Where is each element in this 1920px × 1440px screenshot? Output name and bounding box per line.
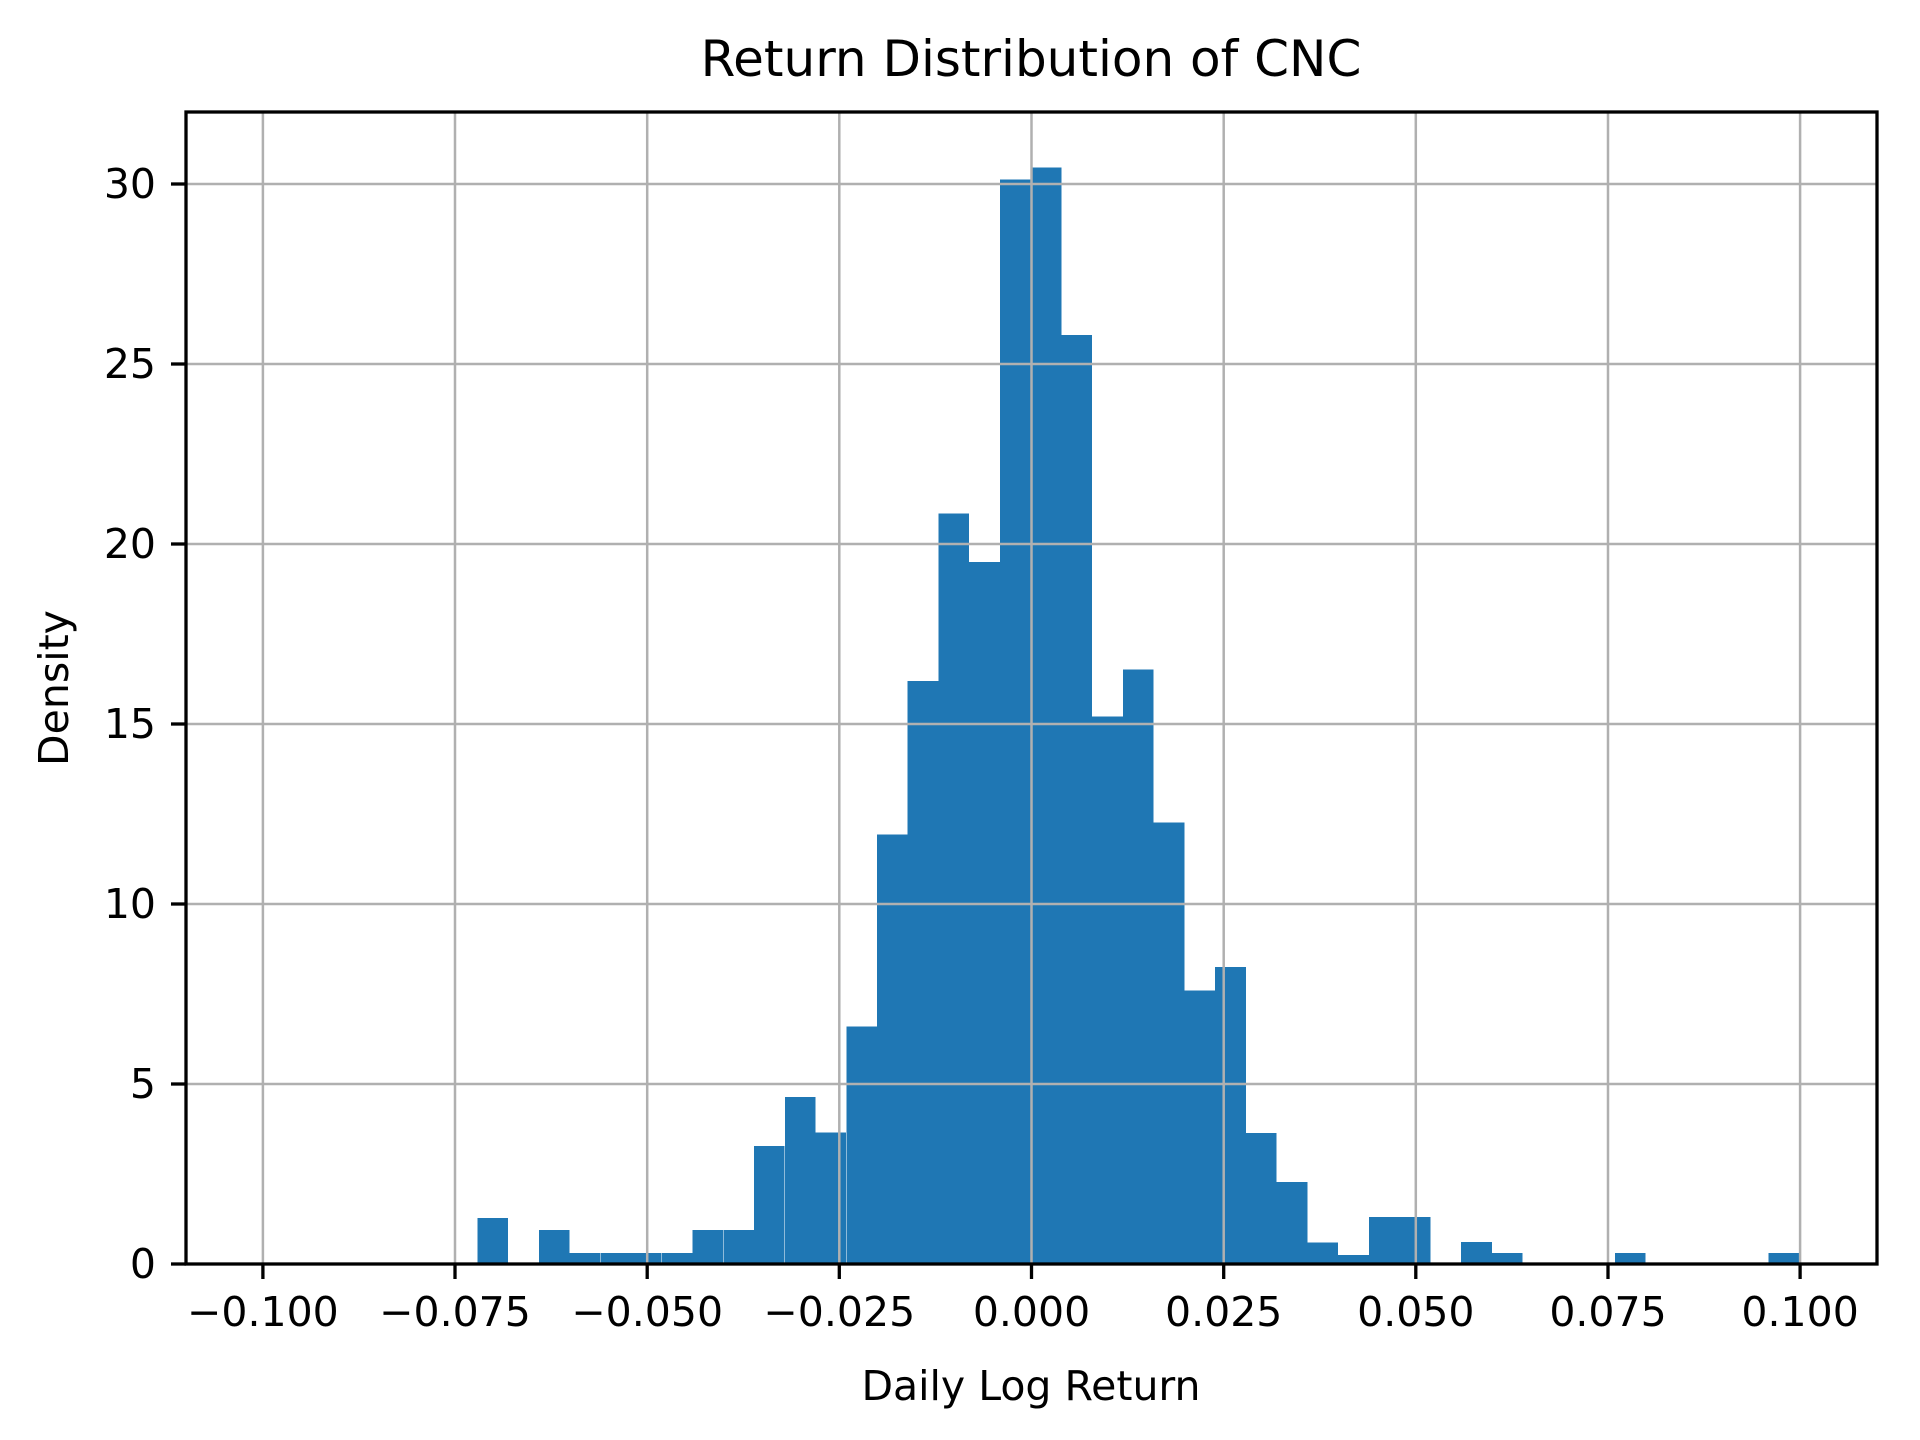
x-tick-label: −0.075 (379, 1288, 531, 1336)
y-tick-label: 20 (104, 520, 156, 568)
histogram-bar (1491, 1252, 1523, 1264)
y-tick-label: 0 (130, 1240, 156, 1288)
histogram-bar (754, 1145, 785, 1264)
x-axis-label: Daily Log Return (861, 1362, 1200, 1410)
histogram-bar (784, 1097, 816, 1264)
x-tick-label: 0.000 (973, 1288, 1090, 1336)
histogram-bar (1000, 179, 1031, 1265)
x-tick-label: 0.025 (1165, 1288, 1282, 1336)
histogram-bar (938, 513, 970, 1264)
y-tick-label: 10 (104, 880, 156, 928)
y-tick-label: 30 (104, 160, 156, 208)
histogram-bar (569, 1252, 601, 1264)
histogram-bar (1461, 1242, 1492, 1264)
x-tick-label: 0.075 (1549, 1288, 1666, 1336)
histogram-bar (815, 1132, 847, 1264)
x-tick-label: −0.050 (571, 1288, 723, 1336)
histogram-bar (600, 1252, 631, 1264)
histogram-bar (1123, 669, 1154, 1264)
tick-labels-layer: −0.100 −0.075 −0.050 −0.025 0.000 0.025 0.050 0… (104, 160, 1859, 1336)
histogram-bar (1245, 1133, 1277, 1264)
y-axis-label: Density (30, 610, 78, 766)
histogram-bar (1368, 1217, 1400, 1264)
x-tick-label: 0.050 (1357, 1288, 1474, 1336)
plot-border (184, 110, 1879, 1266)
histogram-bar (661, 1252, 693, 1264)
histogram-bar (1768, 1252, 1800, 1264)
histogram-bar (1030, 167, 1062, 1264)
histogram-bar (1153, 822, 1185, 1264)
histogram-bar (1276, 1181, 1308, 1264)
histogram-bar (723, 1230, 754, 1264)
chart-title: Return Distribution of CNC (701, 30, 1362, 88)
histogram-bar (1307, 1242, 1339, 1264)
histogram-bar (1338, 1255, 1369, 1264)
x-tick-label: −0.025 (763, 1288, 915, 1336)
x-tick-label: 0.100 (1741, 1288, 1858, 1336)
x-tick-label: −0.100 (187, 1288, 339, 1336)
histogram-bar (846, 1026, 877, 1264)
histogram-bar (477, 1217, 508, 1264)
histogram-bar (692, 1230, 724, 1264)
histogram-bar (538, 1230, 570, 1264)
bars-layer (477, 167, 1800, 1265)
y-tick-label: 25 (104, 340, 156, 388)
histogram-bar (1092, 716, 1123, 1264)
histogram-bar (877, 834, 908, 1264)
histogram-bar (969, 562, 1000, 1264)
y-tick-label: 5 (130, 1060, 156, 1108)
ticks-layer (171, 182, 1802, 1279)
histogram-bar (1061, 335, 1093, 1264)
histogram-bar (1614, 1252, 1646, 1264)
histogram-bar (1184, 990, 1216, 1264)
histogram-bar (907, 680, 939, 1264)
y-tick-label: 15 (104, 700, 156, 748)
histogram-bar (1215, 967, 1246, 1264)
